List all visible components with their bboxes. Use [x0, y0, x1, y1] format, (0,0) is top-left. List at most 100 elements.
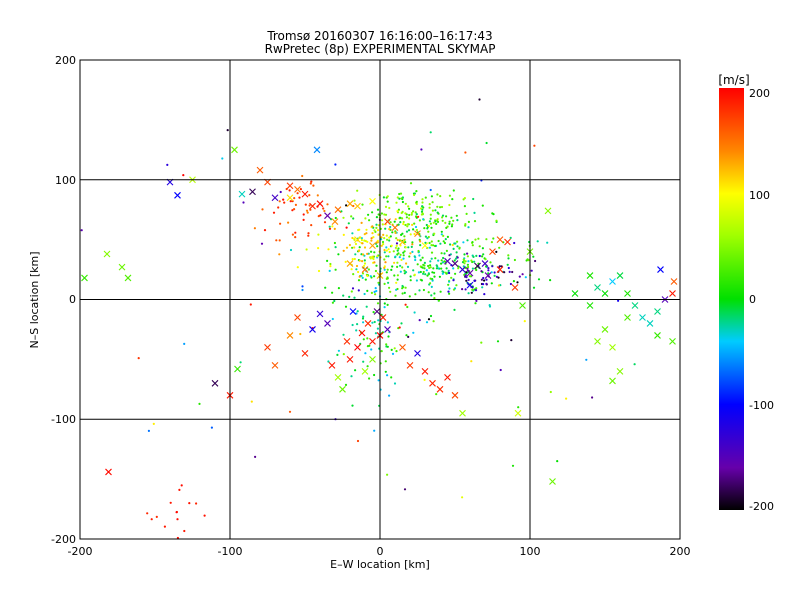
data-point-dot [477, 237, 480, 240]
data-point-cross [639, 314, 646, 321]
data-point-dot [388, 236, 391, 239]
data-point-cross [361, 367, 369, 375]
data-point-dot [422, 218, 425, 221]
data-point-dot [436, 205, 439, 208]
data-point-dot [420, 210, 424, 213]
data-point-dot [449, 243, 452, 246]
data-point-cross [609, 344, 616, 351]
data-point-cross [364, 320, 372, 327]
data-point-dot [521, 273, 524, 276]
data-point-cross [294, 314, 301, 321]
data-point-dot [384, 213, 388, 216]
data-point-dot [362, 338, 365, 341]
data-point-dot [195, 502, 198, 505]
data-point-dot [293, 208, 296, 211]
data-point-cross [324, 212, 331, 220]
data-point-dot [429, 260, 432, 263]
data-point-dot [433, 292, 436, 295]
data-point-dot [372, 311, 375, 314]
data-point-cross [324, 320, 331, 327]
data-point-dot [406, 225, 409, 228]
data-point-dot [279, 190, 282, 194]
data-point-dot [385, 234, 388, 237]
data-point-dot [419, 265, 422, 268]
data-point-cross [484, 272, 492, 279]
data-point-dot [463, 262, 466, 265]
data-point-dot [398, 217, 401, 220]
data-point-dot [441, 216, 444, 219]
data-point-dot [344, 305, 348, 308]
data-point-dot [401, 287, 404, 290]
data-point-dot [347, 222, 350, 225]
data-point-dot [373, 229, 376, 232]
data-point-dot [366, 365, 369, 368]
data-point-dot [411, 241, 414, 244]
data-point-dot [393, 347, 396, 350]
data-point-dot [471, 288, 474, 291]
data-point-dot [333, 241, 336, 245]
data-point-cross [466, 281, 474, 289]
data-point-dot [80, 229, 83, 232]
data-point-dot [492, 237, 495, 240]
data-point-dot [334, 246, 337, 249]
data-point-dot [366, 337, 369, 340]
data-point-dot [386, 374, 389, 377]
data-point-dot [361, 276, 364, 279]
data-point-dot [453, 242, 456, 245]
data-point-dot [429, 282, 432, 285]
data-point-dot [365, 232, 368, 235]
data-point-cross [459, 266, 466, 273]
data-point-dot [324, 286, 327, 289]
data-point-dot [419, 240, 422, 243]
data-point-dot [441, 272, 444, 275]
data-point-dot [399, 253, 402, 256]
data-point-dot [299, 332, 302, 336]
grid-lines [80, 60, 680, 539]
data-point-dot [478, 245, 481, 248]
data-point-dot [440, 233, 443, 236]
data-point-cross [124, 274, 132, 282]
data-point-dot [387, 281, 390, 284]
data-point-dot [393, 382, 397, 385]
data-point-dot [298, 196, 301, 199]
data-point-cross [669, 338, 676, 345]
data-point-dot [464, 274, 467, 277]
data-point-cross [103, 250, 111, 258]
data-point-dot [373, 261, 376, 264]
data-point-dot [178, 488, 181, 491]
data-point-dot [488, 304, 491, 307]
data-point-dot [437, 239, 440, 243]
data-point-dot [408, 217, 411, 220]
data-point-dot [436, 193, 439, 196]
data-point-dot [169, 501, 172, 504]
data-point-dot [376, 255, 379, 258]
plot-frame [79, 59, 681, 540]
data-point-dot [430, 257, 433, 260]
data-point-dot [419, 259, 422, 262]
data-point-dot [411, 223, 414, 226]
data-point-dot [431, 279, 434, 282]
data-point-dot [327, 248, 330, 251]
data-point-dot [351, 236, 354, 240]
data-point-dot [352, 273, 355, 276]
data-point-dot [363, 262, 367, 265]
data-point-dot [396, 238, 399, 242]
data-point-cross [354, 236, 361, 244]
data-point-dot [356, 310, 359, 313]
data-point-dot [480, 278, 483, 281]
data-point-dot [448, 203, 451, 207]
data-point-dot [301, 288, 304, 292]
data-point-dot [415, 213, 418, 216]
data-point-dot [356, 189, 359, 192]
data-point-dot [511, 270, 514, 274]
data-point-dot [432, 267, 435, 270]
data-point-cross [211, 379, 219, 387]
data-point-dot [401, 217, 404, 220]
data-point-dot [363, 246, 367, 249]
data-point-cross [496, 236, 504, 244]
data-point-cross [544, 207, 552, 215]
data-point-dot [549, 390, 552, 394]
data-point-dot [448, 220, 451, 223]
data-point-dot [358, 228, 361, 231]
data-point-cross [496, 266, 504, 273]
